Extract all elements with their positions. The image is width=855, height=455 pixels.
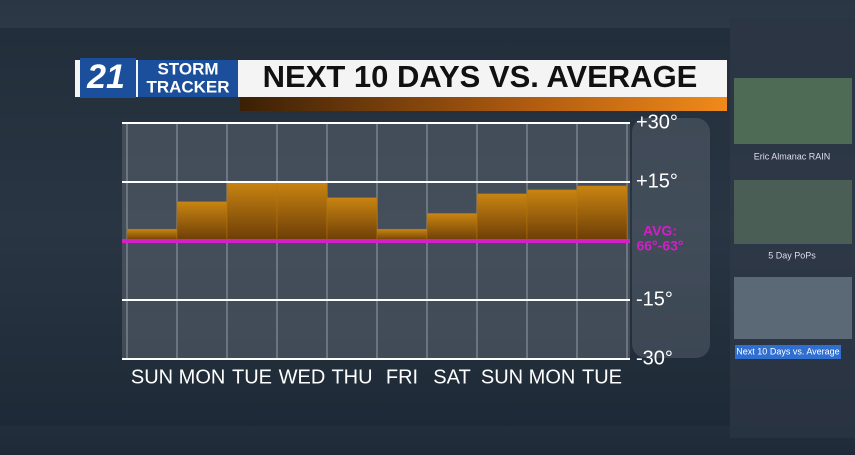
x-tick-label: THU xyxy=(331,366,372,388)
x-tick-label: SAT xyxy=(433,366,470,388)
logo-line: STORM xyxy=(157,59,218,78)
y-tick-label: -15° xyxy=(636,288,673,310)
bar xyxy=(476,193,528,242)
thermometer xyxy=(632,118,710,358)
logo-badge xyxy=(80,58,136,98)
thumbnail-caption: Eric Almanac RAIN xyxy=(754,151,831,161)
bar xyxy=(526,189,578,242)
y-tick-label: AVG: xyxy=(643,223,677,239)
thumbnail-caption: 5 Day PoPs xyxy=(768,250,816,260)
y-tick-label: -30° xyxy=(636,347,673,369)
bar xyxy=(226,181,278,242)
logo-box xyxy=(138,60,238,97)
logo-number: 21 xyxy=(86,58,125,96)
y-tick-label: +15° xyxy=(636,170,678,192)
x-tick-label: WED xyxy=(279,366,326,388)
bar xyxy=(176,201,228,242)
x-tick-label: TUE xyxy=(232,366,272,388)
x-tick-label: SUN xyxy=(481,366,523,388)
average-label: 66°-63° xyxy=(636,238,683,254)
bar xyxy=(276,181,328,242)
thumbnail-caption[interactable]: Next 10 Days vs. Average xyxy=(736,346,839,356)
thumbnail xyxy=(734,78,852,144)
x-tick-label: MON xyxy=(179,366,226,388)
bar xyxy=(426,213,478,242)
x-tick-label: TUE xyxy=(582,366,622,388)
x-tick-label: MON xyxy=(529,366,576,388)
x-tick-label: SUN xyxy=(131,366,173,388)
selected-caption[interactable] xyxy=(735,345,841,359)
y-tick-label: +30° xyxy=(636,111,678,133)
bar xyxy=(326,197,378,242)
thumbnail xyxy=(734,180,852,244)
x-tick-label: FRI xyxy=(386,366,418,388)
chart-title: NEXT 10 DAYS VS. AVERAGE xyxy=(263,59,698,94)
thumbnail xyxy=(734,277,852,339)
bar xyxy=(576,185,628,242)
logo-line: TRACKER xyxy=(146,77,229,96)
title-accent xyxy=(240,97,727,111)
